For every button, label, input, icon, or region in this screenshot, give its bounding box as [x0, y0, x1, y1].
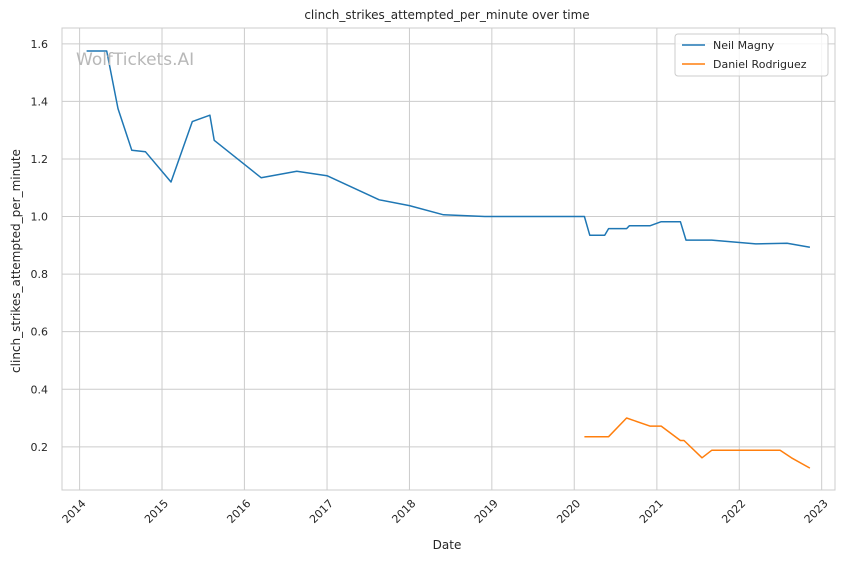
y-tick-label: 1.2 [31, 153, 49, 166]
y-tick-label: 0.4 [31, 383, 49, 396]
legend-label-0: Neil Magny [713, 39, 775, 52]
grid-lines [62, 28, 835, 490]
y-tick-label: 1.4 [31, 95, 49, 108]
x-axis-label: Date [433, 538, 462, 552]
y-tick-label: 0.6 [31, 326, 49, 339]
y-axis-label: clinch_strikes_attempted_per_minute [9, 149, 23, 373]
legend-label-1: Daniel Rodriguez [713, 58, 807, 71]
chart-title: clinch_strikes_attempted_per_minute over… [304, 8, 589, 22]
watermark-text: WolfTickets.AI [76, 50, 194, 70]
series-line-0 [86, 50, 811, 249]
series-line-1 [584, 417, 811, 469]
y-axis-ticks: 0.2 0.4 0.6 0.8 1.0 1.2 1.4 1.6 [31, 38, 49, 454]
plot-frame [61, 27, 836, 491]
series-lines [86, 50, 811, 469]
legend: Neil Magny Daniel Rodriguez [674, 33, 829, 77]
plot-area: WolfTickets.AI [61, 27, 836, 491]
y-tick-label: 0.8 [31, 268, 49, 281]
y-tick-label: 1.6 [31, 38, 49, 51]
legend-box [674, 33, 829, 77]
y-tick-label: 0.2 [31, 441, 49, 454]
y-tick-label: 1.0 [31, 211, 49, 224]
